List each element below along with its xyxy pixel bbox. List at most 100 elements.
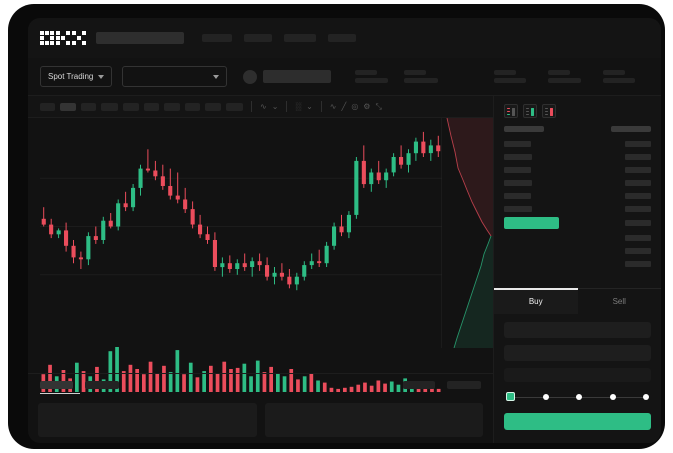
timeframe-6[interactable] xyxy=(164,102,180,111)
book-bids-icon[interactable] xyxy=(523,104,537,118)
orderbook-view-modes xyxy=(494,96,661,124)
order-type-field[interactable] xyxy=(504,322,651,338)
slider-step-50[interactable] xyxy=(576,393,582,400)
price-field[interactable] xyxy=(504,345,651,361)
nav-item-2[interactable] xyxy=(244,34,272,42)
pair-name-label xyxy=(263,70,332,83)
settings-icon[interactable]: ⚙ xyxy=(363,101,371,111)
ob-price xyxy=(504,192,531,199)
orderbook-column: Buy Sell xyxy=(494,96,661,443)
table-row[interactable] xyxy=(504,189,651,202)
table-row[interactable] xyxy=(504,257,651,270)
avatar xyxy=(243,69,258,84)
toolbar-divider xyxy=(320,101,322,112)
compare-icon[interactable]: ⌄ xyxy=(271,101,279,111)
chart-toolbar: ∿ ⌄ ░ ⌄ ∿ ╱ ◎ ⚙ ⤡ xyxy=(28,96,493,118)
nav-item-4[interactable] xyxy=(328,34,356,42)
chevron-down-icon xyxy=(98,74,105,79)
timeframe-2[interactable] xyxy=(81,102,96,111)
stat-value xyxy=(494,78,527,83)
book-asks-icon[interactable] xyxy=(542,104,556,118)
slider-step-100[interactable] xyxy=(643,393,649,400)
timeframe-1-active[interactable] xyxy=(60,102,76,111)
tab-buy[interactable]: Buy xyxy=(494,288,578,314)
book-both-icon[interactable] xyxy=(504,104,518,118)
slider-handle[interactable] xyxy=(506,392,515,401)
line-chart-icon[interactable]: ∿ xyxy=(329,101,337,111)
stat-value xyxy=(603,78,636,83)
indicator-icon[interactable]: ∿ xyxy=(260,101,267,111)
ob-amount xyxy=(625,205,651,212)
last-price-row[interactable] xyxy=(504,215,651,231)
toolbar-divider xyxy=(286,101,288,112)
status-badge xyxy=(504,217,559,229)
table-row[interactable] xyxy=(504,231,651,244)
timeframe-3[interactable] xyxy=(101,102,118,111)
ticker-stat-4 xyxy=(548,70,582,83)
ob-amount xyxy=(625,192,651,199)
chevron-down-icon[interactable]: ⌄ xyxy=(306,101,313,111)
timeframe-0[interactable] xyxy=(40,102,55,111)
tablet-bezel: Spot Trading xyxy=(8,4,665,449)
timeframe-5[interactable] xyxy=(144,102,159,111)
ticker-stat-2 xyxy=(404,70,439,83)
tab-order-history[interactable] xyxy=(85,380,119,389)
table-row[interactable] xyxy=(504,202,651,215)
ticker-stat-3 xyxy=(494,70,527,83)
ob-price xyxy=(504,140,531,147)
bottom-panel-left[interactable] xyxy=(38,403,257,437)
timeframe-7[interactable] xyxy=(185,102,200,111)
ob-amount xyxy=(625,166,651,173)
ob-price xyxy=(504,166,531,173)
timeframe-8[interactable] xyxy=(205,102,221,111)
amount-field[interactable] xyxy=(504,368,651,382)
bottom-panels xyxy=(28,397,493,443)
ob-amount xyxy=(625,260,651,267)
chevron-down-icon xyxy=(213,74,220,79)
trading-pair-selector[interactable] xyxy=(122,66,228,87)
slider-step-25[interactable] xyxy=(542,393,549,400)
stat-label xyxy=(494,70,517,75)
ob-price xyxy=(504,205,532,212)
orderbook-rows xyxy=(494,137,661,270)
table-row[interactable] xyxy=(504,163,651,176)
bottom-panel-right[interactable] xyxy=(264,403,483,437)
market-type-label: Spot Trading xyxy=(48,72,94,81)
camera-icon[interactable]: ◎ xyxy=(351,101,359,111)
timeframe-9[interactable] xyxy=(226,102,243,111)
toolbar-divider xyxy=(251,101,252,112)
price-chart[interactable] xyxy=(28,118,493,392)
bottom-action-2[interactable] xyxy=(447,380,481,389)
fullscreen-icon[interactable]: ⤡ xyxy=(375,101,382,111)
table-row[interactable] xyxy=(504,150,651,163)
search-input[interactable] xyxy=(96,32,184,44)
candlestick-svg xyxy=(40,131,442,291)
measure-icon[interactable]: ╱ xyxy=(341,101,347,111)
candle-type-icon[interactable]: ░ xyxy=(295,101,302,111)
table-row[interactable] xyxy=(504,176,651,189)
table-row[interactable] xyxy=(504,137,651,150)
tab-open-orders[interactable] xyxy=(40,380,73,389)
ob-amount xyxy=(625,234,651,241)
bottom-tab-bar xyxy=(28,373,493,395)
stat-label xyxy=(603,70,626,75)
top-navigation-bar xyxy=(28,18,661,58)
market-type-dropdown[interactable]: Spot Trading xyxy=(40,66,113,87)
quantity-stepper[interactable] xyxy=(506,392,649,401)
ob-amount xyxy=(625,179,651,186)
tab-sell[interactable]: Sell xyxy=(612,297,626,306)
stat-label xyxy=(355,70,378,75)
table-row[interactable] xyxy=(504,244,651,257)
bottom-action-1[interactable] xyxy=(403,380,435,389)
orderbook-column-headers xyxy=(494,124,661,137)
okx-logo-icon[interactable] xyxy=(40,31,86,45)
slider-step-75[interactable] xyxy=(609,393,616,400)
main-content: ∿ ⌄ ░ ⌄ ∿ ╱ ◎ ⚙ ⤡ xyxy=(28,96,661,443)
nav-item-3[interactable] xyxy=(284,34,316,42)
ob-price xyxy=(504,153,532,160)
ob-amount xyxy=(625,247,651,254)
timeframe-4[interactable] xyxy=(123,102,139,111)
nav-item-1[interactable] xyxy=(202,34,232,42)
submit-buy-button[interactable] xyxy=(504,413,651,430)
